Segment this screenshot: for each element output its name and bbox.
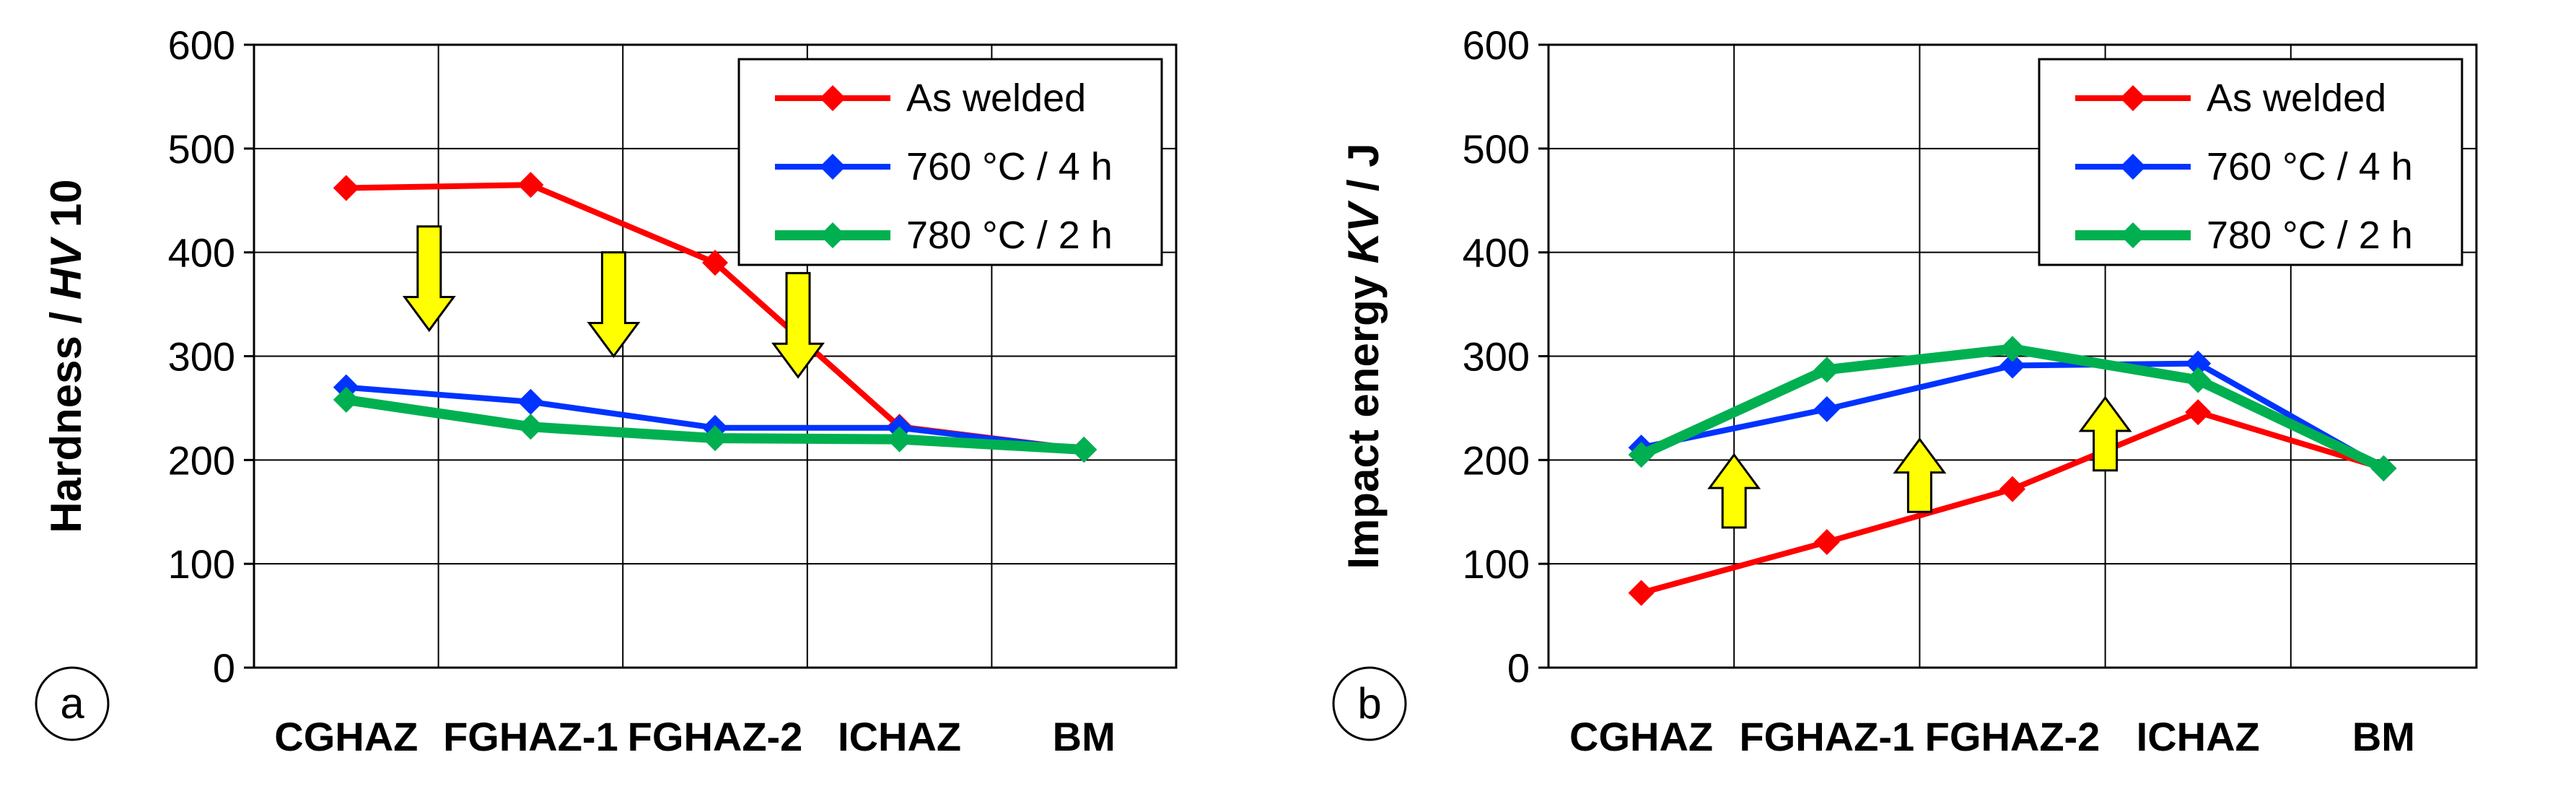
panel-label: b — [1357, 679, 1381, 728]
point-as-welded-ichaz — [2185, 399, 2212, 426]
legend: As welded 760 °C / 4 h 780 °C / 2 h — [2038, 58, 2463, 266]
grid — [1548, 45, 2476, 668]
chart-panel-a: 0 100 200 300 400 500 600 CGHAZ FGHAZ-1 FGHAZ-2 IC… — [35, 22, 1178, 759]
point-760-c-4-h-ichaz — [2185, 350, 2212, 377]
y-tick-label-100: 100 — [1463, 541, 1530, 587]
annotation-arrow-down-2 — [587, 251, 641, 359]
point-as-welded-fghaz-2 — [1999, 476, 2025, 502]
x-tick-label-ichaz: ICHAZ — [2137, 714, 2260, 759]
point-780-c-2-h-fghaz-2 — [1999, 336, 2025, 362]
panel-label-circle — [35, 666, 110, 741]
point-760-c-4-h-fghaz-1 — [517, 388, 544, 415]
legend-item-760-c-4-h: 760 °C / 4 h — [775, 145, 1113, 188]
panel-label-circle — [1332, 666, 1407, 741]
legend-swatch-marker — [820, 222, 846, 248]
legend-item-780-c-2-h: 780 °C / 2 h — [2075, 214, 2413, 257]
y-tick-label-500: 500 — [1463, 126, 1530, 172]
annotation-arrow-up-2 — [1893, 437, 1947, 513]
legend-label: As welded — [906, 77, 1086, 120]
point-760-c-4-h-fghaz-1 — [1813, 396, 1840, 422]
y-axis-label-part: KV — [1339, 200, 1388, 263]
y-tick-label-200: 200 — [1463, 437, 1530, 483]
y-axis-label-part: Impact energy — [1339, 263, 1388, 569]
legend-swatch-marker — [2120, 85, 2146, 111]
x-tick-label-fghaz-2: FGHAZ-2 — [1925, 714, 2100, 759]
y-axis-label-part: / J — [1339, 143, 1388, 203]
x-tick-label-fghaz-1: FGHAZ-1 — [1739, 714, 1914, 759]
point-760-c-4-h-fghaz-2 — [1999, 352, 2025, 379]
legend-label: 780 °C / 2 h — [2207, 214, 2413, 257]
legend-label: 760 °C / 4 h — [906, 145, 1113, 188]
legend-item-760-c-4-h: 760 °C / 4 h — [2075, 145, 2413, 188]
x-tick-label-bm: BM — [2352, 714, 2415, 759]
y-tick-label-600: 600 — [1463, 22, 1530, 68]
x-tick-label-ichaz: ICHAZ — [838, 714, 961, 759]
series-780-c-2-h — [1628, 336, 2397, 481]
y-tick-label-500: 500 — [168, 126, 235, 172]
legend-swatch-marker — [2120, 222, 2146, 248]
point-780-c-2-h-fghaz-1 — [517, 414, 544, 440]
point-as-welded-fghaz-1 — [1813, 528, 1840, 555]
annotation-arrow-down-3 — [771, 271, 825, 379]
legend-swatch-marker — [820, 154, 846, 180]
y-tick-label-100: 100 — [168, 541, 235, 587]
grid — [254, 45, 1176, 668]
legend-label: 780 °C / 2 h — [906, 214, 1113, 257]
x-tick-label-cghaz: CGHAZ — [1569, 714, 1713, 759]
point-780-c-2-h-ichaz — [886, 426, 913, 453]
y-axis-label: Impact energy KV / J — [1339, 143, 1388, 569]
annotation-arrow-down-1 — [402, 225, 456, 333]
annotation-arrow-up-1 — [1707, 453, 1761, 529]
series-780-c-2-h — [333, 386, 1098, 463]
series-line-as-welded — [1640, 409, 2385, 596]
legend-item-as-welded: As welded — [2075, 77, 2386, 120]
x-tick-label-fghaz-2: FGHAZ-2 — [628, 714, 803, 759]
point-as-welded-cghaz — [333, 175, 359, 201]
y-tick-label-0: 0 — [213, 645, 235, 691]
legend-swatch-marker — [2120, 154, 2146, 180]
x-tick-label-cghaz: CGHAZ — [274, 714, 418, 759]
legend-label: 760 °C / 4 h — [2207, 145, 2413, 188]
x-tick-label-bm: BM — [1053, 714, 1116, 759]
point-780-c-2-h-cghaz — [1628, 442, 1655, 468]
panel-label: a — [60, 679, 84, 728]
y-tick-label-300: 300 — [168, 334, 235, 380]
legend-item-as-welded: As welded — [775, 77, 1086, 120]
point-780-c-2-h-fghaz-2 — [702, 425, 728, 452]
legend-swatch-marker — [820, 85, 846, 111]
annotation-arrow-up-3 — [2078, 396, 2132, 472]
legend-item-780-c-2-h: 780 °C / 2 h — [775, 214, 1113, 257]
y-axis-label-part: Hardness / — [42, 300, 90, 533]
point-780-c-2-h-cghaz — [333, 386, 359, 413]
point-as-welded-fghaz-2 — [702, 250, 728, 276]
y-tick-label-0: 0 — [1507, 645, 1530, 691]
point-780-c-2-h-bm — [1071, 436, 1098, 463]
y-axis-label-part: 10 — [42, 179, 90, 239]
point-780-c-2-h-bm — [2370, 455, 2397, 481]
y-tick-label-400: 400 — [168, 230, 235, 276]
point-780-c-2-h-ichaz — [2185, 367, 2212, 393]
point-as-welded-fghaz-1 — [517, 172, 544, 198]
y-tick-label-400: 400 — [1463, 230, 1530, 276]
y-tick-label-600: 600 — [168, 22, 235, 68]
y-axis-label-part: HV — [42, 236, 90, 300]
legend-label: As welded — [2207, 77, 2386, 120]
point-780-c-2-h-fghaz-1 — [1813, 357, 1840, 383]
point-as-welded-cghaz — [1628, 580, 1655, 606]
y-tick-label-200: 200 — [168, 437, 235, 483]
y-axis-label: Hardness / HV 10 — [42, 179, 90, 533]
y-tick-label-300: 300 — [1463, 334, 1530, 380]
x-tick-label-fghaz-1: FGHAZ-1 — [443, 714, 618, 759]
legend: As welded 760 °C / 4 h 780 °C / 2 h — [737, 58, 1163, 266]
chart-panel-b: 0 100 200 300 400 500 600 CGHAZ FGHAZ-1 FGHAZ-2 IC… — [1332, 22, 2478, 759]
